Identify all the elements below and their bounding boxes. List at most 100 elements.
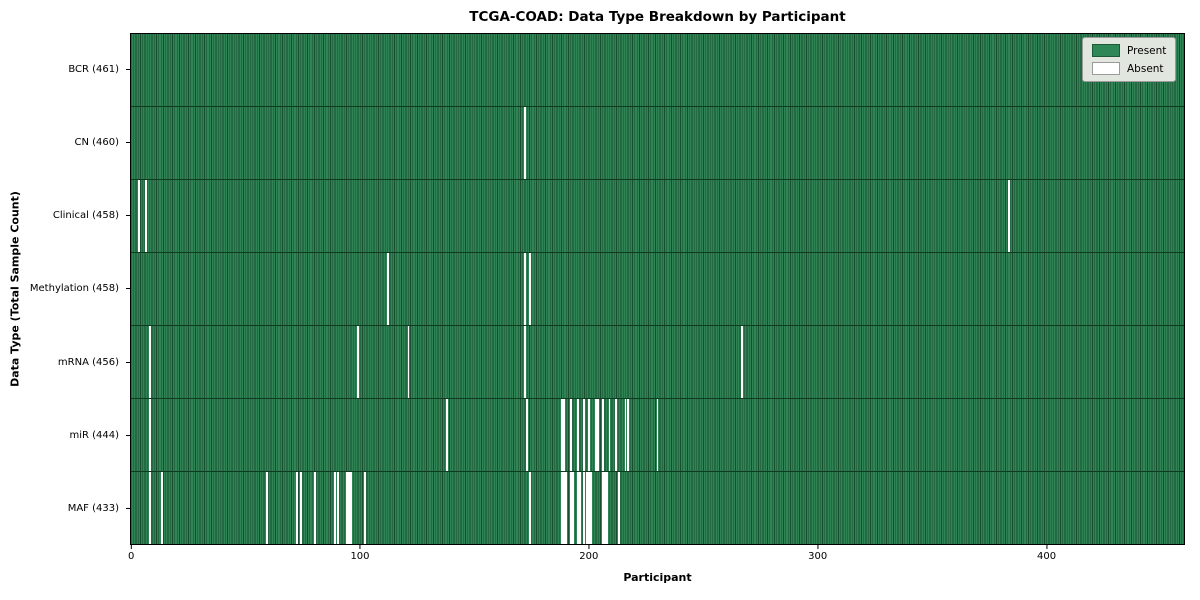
absent-stripe: [585, 472, 588, 544]
absent-stripe: [601, 399, 604, 471]
x-tick: 100: [350, 545, 370, 562]
absent-stripe: [386, 253, 389, 325]
absent-stripe: [144, 180, 147, 252]
legend-label-absent: Absent: [1127, 62, 1164, 75]
absent-stripe: [606, 472, 609, 544]
absent-stripe: [149, 326, 152, 398]
absent-stripe: [615, 399, 618, 471]
y-tick: MAF (433): [0, 472, 130, 545]
absent-stripe: [1008, 180, 1011, 252]
heatmap-row: [131, 471, 1184, 544]
absent-stripe: [300, 472, 303, 544]
absent-stripe: [617, 472, 620, 544]
y-tick-mark: [126, 142, 130, 144]
absent-stripe: [590, 472, 593, 544]
absent-stripe: [578, 472, 581, 544]
y-tick-label: miR (444): [69, 429, 119, 441]
x-tick-label: 0: [127, 551, 135, 562]
absent-stripe: [576, 399, 579, 471]
x-tick-mark: [817, 545, 819, 549]
absent-stripe: [295, 472, 298, 544]
absent-stripe: [588, 472, 590, 544]
absent-stripe: [588, 399, 590, 471]
absent-stripe: [149, 472, 152, 544]
y-tick: mRNA (456): [0, 326, 130, 399]
absent-stripe: [560, 399, 563, 471]
absent-stripe: [446, 399, 449, 471]
x-tick-label: 400: [1036, 551, 1057, 562]
absent-stripe: [524, 253, 526, 325]
absent-stripe: [565, 472, 568, 544]
absent-stripe: [149, 399, 152, 471]
absent-stripe: [334, 472, 337, 544]
x-tick-label: 100: [350, 551, 370, 562]
heatmap-row: [131, 325, 1184, 398]
absent-stripe: [528, 253, 531, 325]
absent-stripe: [265, 472, 268, 544]
x-tick-mark: [130, 545, 132, 549]
absent-stripe: [560, 472, 563, 544]
y-tick: Clinical (458): [0, 179, 130, 252]
x-tick-label: 200: [579, 551, 599, 562]
legend: Present Absent: [1082, 37, 1177, 82]
absent-stripe: [741, 326, 743, 398]
x-tick-label: 300: [808, 551, 828, 562]
y-tick-label: BCR (461): [68, 64, 119, 76]
legend-entry-absent: Absent: [1092, 62, 1166, 75]
y-tick-mark: [126, 288, 130, 290]
heatmap-row: [131, 34, 1184, 106]
absent-stripe: [569, 399, 572, 471]
absent-stripe: [407, 326, 410, 398]
x-tick-labels: 0 100 200 300 400: [128, 545, 1185, 567]
heatmap-row: [131, 179, 1184, 252]
y-tick-mark: [126, 507, 130, 509]
absent-stripe: [524, 326, 526, 398]
absent-stripe: [569, 472, 572, 544]
x-tick: 400: [1037, 545, 1056, 562]
absent-stripe: [562, 472, 565, 544]
absent-stripe: [336, 472, 339, 544]
absent-stripe: [528, 472, 531, 544]
y-tick-label: CN (460): [74, 137, 119, 149]
absent-stripe: [357, 326, 360, 398]
x-axis-label: Participant: [623, 571, 692, 584]
y-tick-label: Methylation (458): [29, 283, 119, 295]
absent-stripe: [626, 399, 629, 471]
absent-stripe: [583, 399, 586, 471]
x-tick: 0: [128, 545, 134, 562]
present-swatch: [1092, 44, 1120, 57]
absent-stripe: [576, 472, 579, 544]
absent-stripe: [562, 399, 565, 471]
y-tick-label: Clinical (458): [52, 210, 119, 222]
x-tick: 300: [808, 545, 827, 562]
y-tick-mark: [126, 69, 130, 71]
y-tick-labels: BCR (461) CN (460) Clinical (458) Methylati…: [0, 33, 130, 545]
absent-stripe: [364, 472, 367, 544]
y-tick: BCR (461): [0, 33, 130, 106]
x-tick-mark: [359, 545, 361, 549]
absent-stripe: [138, 180, 140, 252]
y-tick-mark: [126, 215, 130, 217]
absent-stripe: [348, 472, 351, 544]
y-tick: CN (460): [0, 106, 130, 179]
absent-stripe: [601, 472, 604, 544]
absent-stripe: [603, 472, 606, 544]
y-tick: Methylation (458): [0, 252, 130, 325]
y-tick-mark: [126, 361, 130, 363]
chart-title: TCGA-COAD: Data Type Breakdown by Partic…: [469, 9, 846, 25]
absent-stripe: [656, 399, 659, 471]
y-tick-mark: [126, 434, 130, 436]
absent-stripe: [345, 472, 348, 544]
y-tick-label: MAF (433): [67, 502, 119, 514]
x-tick-mark: [588, 545, 590, 549]
y-tick-label: mRNA (456): [57, 356, 119, 368]
legend-entry-present: Present: [1092, 44, 1166, 57]
heatmap-row: [131, 398, 1184, 471]
absent-stripe: [608, 399, 611, 471]
absent-stripe: [624, 399, 627, 471]
absent-stripe: [594, 399, 597, 471]
absent-stripe: [350, 472, 353, 544]
heatmap-plot: [130, 33, 1185, 545]
absent-stripe: [597, 399, 600, 471]
legend-label-present: Present: [1127, 44, 1167, 57]
